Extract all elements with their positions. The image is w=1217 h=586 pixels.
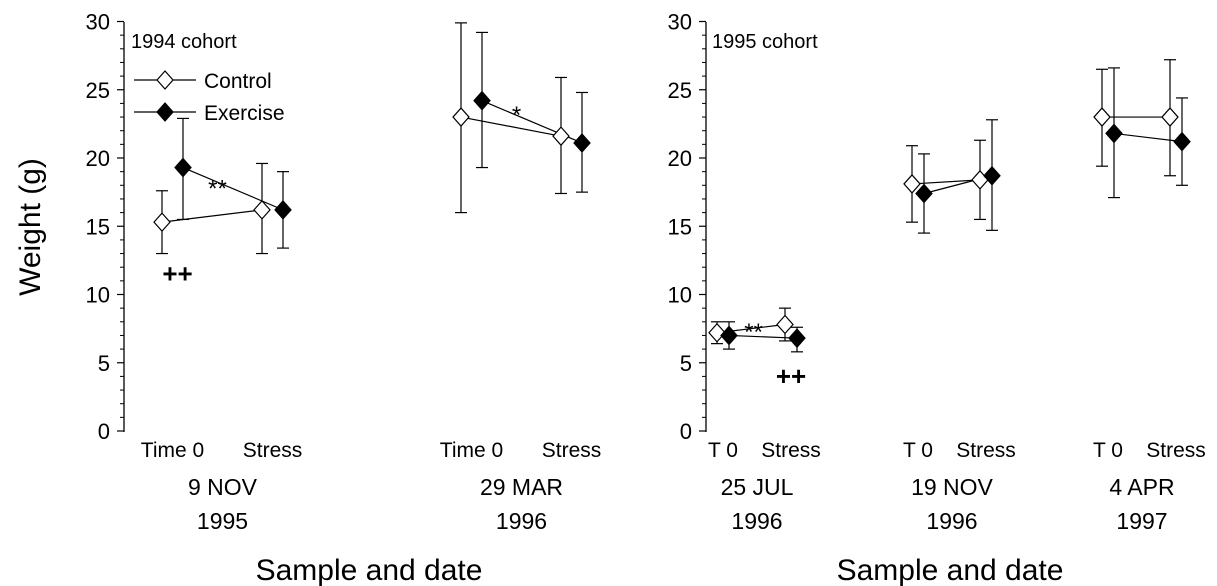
significance-marker: ** (208, 176, 227, 203)
legend: Control Exercise (134, 70, 285, 125)
x-date-label: 29 MAR (480, 474, 563, 500)
data-point-exercise (1105, 123, 1123, 144)
data-point-exercise (573, 133, 591, 153)
series-line-control (460, 116, 562, 137)
legend-control-label: Control (204, 70, 272, 93)
data-point-control (1161, 107, 1179, 127)
y-axis-ticks: 0 5 10 15 20 25 30 (668, 10, 706, 444)
x-year-label: 1996 (926, 508, 977, 534)
series-line-control (911, 179, 981, 185)
x-sample-label: Stress (542, 439, 602, 462)
y-tick-label: 20 (668, 146, 692, 171)
significance-marker: ++ (776, 361, 806, 391)
data-point-exercise (788, 328, 806, 349)
series-line-exercise (728, 334, 798, 339)
y-tick-label: 5 (98, 351, 110, 376)
x-sample-label: Time 0 (141, 439, 204, 462)
y-tick-label: 0 (680, 419, 692, 444)
x-axis-title: Sample and date (256, 554, 483, 586)
y-tick-label: 15 (86, 214, 110, 239)
data-point-exercise (1173, 131, 1191, 152)
data-point-control (708, 322, 726, 343)
x-date-label: 9 NOV (188, 474, 258, 500)
cohort-label: 1995 cohort (712, 31, 818, 53)
x-sample-label: Stress (1146, 439, 1206, 462)
panel-1995-cohort: 0 5 10 15 20 25 30 1995 cohort ** ++ T 0 Stress 2… (668, 10, 1206, 586)
x-sample-label: Time 0 (440, 439, 503, 462)
x-sample-label: Stress (761, 439, 821, 462)
legend-exercise-marker (156, 102, 174, 122)
y-tick-label: 5 (680, 351, 692, 376)
y-tick-label: 10 (86, 283, 110, 308)
data-point-exercise (473, 90, 491, 111)
data-point-control (552, 126, 570, 147)
y-tick-label: 25 (86, 78, 110, 103)
x-axis-labels: T 0 Stress 25 JUL 1996 T 0 Stress 19 NOV 1996 T … (708, 439, 1206, 534)
x-sample-label: T 0 (903, 439, 933, 462)
data-point-control (452, 107, 470, 127)
x-axis-title: Sample and date (837, 554, 1064, 586)
cohort-label: 1994 cohort (131, 31, 237, 53)
plot-marks: ** ++ (708, 59, 1191, 391)
x-year-label: 1995 (197, 508, 248, 534)
x-sample-label: T 0 (1093, 439, 1123, 462)
y-axis-ticks: 0 5 10 15 20 25 30 (86, 10, 124, 444)
data-point-exercise (915, 183, 933, 204)
y-tick-label: 10 (668, 283, 692, 308)
series-line-exercise (182, 167, 284, 211)
data-point-exercise (274, 199, 292, 220)
plot-marks: ** ++ * (153, 22, 591, 289)
y-tick-label: 30 (668, 10, 692, 35)
y-tick-label: 0 (98, 419, 110, 444)
x-year-label: 1996 (496, 508, 547, 534)
x-sample-label: Stress (243, 439, 303, 462)
x-sample-label: Stress (956, 439, 1016, 462)
data-point-control (1093, 107, 1111, 127)
y-tick-label: 25 (668, 78, 692, 103)
significance-marker: ++ (162, 259, 192, 289)
significance-marker: * (512, 102, 521, 129)
data-point-control (776, 314, 794, 335)
significance-marker: ** (744, 319, 763, 346)
x-year-label: 1996 (731, 508, 782, 534)
data-point-control (903, 174, 921, 194)
x-date-label: 25 JUL (721, 474, 794, 500)
y-tick-label: 30 (86, 10, 110, 35)
data-point-control (153, 212, 171, 233)
series-line-exercise (1113, 132, 1183, 143)
x-sample-label: T 0 (708, 439, 738, 462)
legend-exercise-label: Exercise (204, 102, 285, 125)
data-point-exercise (983, 165, 1001, 186)
data-point-exercise (720, 325, 738, 346)
y-tick-label: 20 (86, 146, 110, 171)
data-point-control (253, 199, 271, 220)
x-axis-labels: Time 0 Stress 9 NOV 1995 Time 0 Stress 29 MAR 1… (141, 439, 601, 534)
y-axis-title: Weight (g) (14, 158, 47, 296)
y-tick-label: 15 (668, 214, 692, 239)
data-point-exercise (174, 157, 192, 178)
panel-1994-cohort: 0 5 10 15 20 25 30 1994 cohort Control Exercis… (14, 10, 601, 586)
series-line-control (161, 209, 263, 223)
x-date-label: 4 APR (1109, 474, 1174, 500)
legend-control-marker (156, 70, 174, 90)
x-year-label: 1997 (1116, 508, 1167, 534)
x-date-label: 19 NOV (911, 474, 993, 500)
